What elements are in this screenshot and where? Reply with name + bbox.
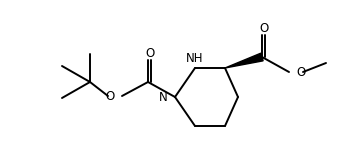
Text: NH: NH bbox=[186, 51, 204, 65]
Text: O: O bbox=[106, 89, 115, 102]
Text: O: O bbox=[145, 46, 154, 59]
Text: O: O bbox=[259, 22, 268, 35]
Text: N: N bbox=[159, 90, 168, 103]
Polygon shape bbox=[225, 53, 263, 68]
Text: O: O bbox=[296, 66, 305, 79]
